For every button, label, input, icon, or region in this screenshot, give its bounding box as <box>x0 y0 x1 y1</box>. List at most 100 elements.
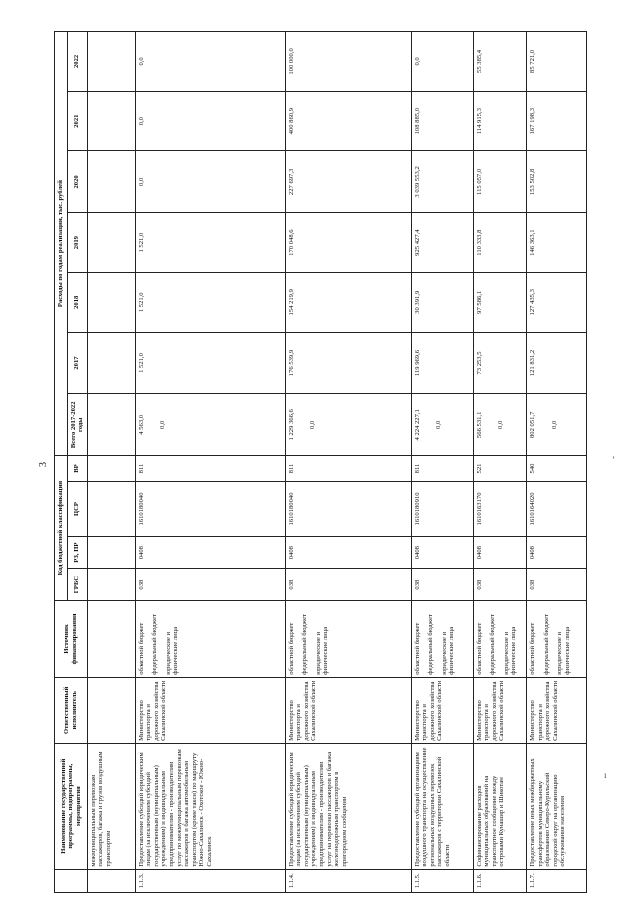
sources: областной бюджет федеральный бюджет юридич… <box>411 600 474 678</box>
rz-pr-code: 0408 <box>285 536 412 569</box>
year-2020-value: 0,0 <box>135 151 286 213</box>
vr-code: 811 <box>411 455 474 482</box>
total-federal: 0,0 <box>497 420 505 429</box>
rotated-document: 3 Наимено <box>36 31 598 893</box>
empty-cell <box>87 536 136 569</box>
empty-cell <box>87 151 136 213</box>
rz-pr-code: 0408 <box>526 536 587 569</box>
program-name: Софинансирование расходов муниципальных … <box>473 743 527 870</box>
year-2020-value: 227 697,3 <box>285 151 412 213</box>
scan-mark: ı <box>604 770 607 780</box>
total-federal: 0,0 <box>550 420 558 429</box>
grbs-code: 038 <box>285 568 412 601</box>
row-num: 1.1.6. <box>473 869 527 893</box>
empty-cell <box>87 272 136 333</box>
year-2020-value: 153 502,8 <box>526 151 587 213</box>
year-2022-value: 0,0 <box>411 31 474 92</box>
funding-source: федеральный бюджет <box>427 614 435 675</box>
budget-table: Наименование государственной программы, … <box>54 31 587 893</box>
header-name: Наименование государственной программы, … <box>54 743 88 870</box>
year-2021-value: 114 915,3 <box>473 91 527 151</box>
funding-source: федеральный бюджет <box>489 614 497 675</box>
total-value: 1 229 366,6 0,0 <box>285 393 412 456</box>
year-2019-value: 146 363,1 <box>526 212 587 273</box>
scan-mark: · <box>140 660 143 670</box>
continuation-name: межмуниципальным перевозкам пассажиров, … <box>87 743 136 870</box>
year-2019-value: 170 048,6 <box>285 212 412 273</box>
funding-source: областной бюджет <box>413 622 421 675</box>
empty-cell <box>87 212 136 273</box>
year-2021-value: 400 860,9 <box>285 91 412 151</box>
year-2017-value: 1 521,0 <box>135 332 286 394</box>
header-grbs: ГРБС <box>67 568 88 601</box>
grbs-code: 038 <box>526 568 587 601</box>
year-2018-value: 127 435,3 <box>526 272 587 333</box>
funding-source: юридические и физические лица <box>502 626 518 675</box>
header-csr: ЦСР <box>67 481 88 537</box>
year-2021-value: 0,0 <box>135 91 286 151</box>
table-row: 1.1.6. Софинансирование расходов муниципа… <box>473 31 527 893</box>
funding-source: юридические и физические лица <box>314 626 330 675</box>
year-2022-value: 100 000,0 <box>285 31 412 92</box>
empty-cell <box>87 332 136 394</box>
funding-source: федеральный бюджет <box>151 614 159 675</box>
total-federal: 0,0 <box>435 420 443 429</box>
header-vr: ВР <box>67 455 88 482</box>
grbs-code: 038 <box>411 568 474 601</box>
total-value: 4 224 227,1 0,0 <box>411 393 474 456</box>
year-2020-value: 3 039 553,2 <box>411 151 474 213</box>
funding-source: областной бюджет <box>529 622 537 675</box>
sources: областной бюджет федеральный бюджет юридич… <box>135 600 286 678</box>
year-2019-value: 110 333,8 <box>473 212 527 273</box>
header-expense-group: Расходы по годам реализации, тыс. рублей <box>54 31 68 456</box>
csr-code: 1610180040 <box>135 481 286 537</box>
year-2022-value: 0,0 <box>135 31 286 92</box>
rz-pr-code: 0408 <box>411 536 474 569</box>
year-2018-value: 97 586,1 <box>473 272 527 333</box>
grbs-code: 038 <box>473 568 527 601</box>
table-row: 1.1.4. Предоставление субсидий юридически… <box>285 31 412 893</box>
empty-cell <box>87 677 136 744</box>
year-2020-value: 115 057,0 <box>473 151 527 213</box>
vr-code: 811 <box>135 455 286 482</box>
empty-cell <box>87 393 136 456</box>
year-2017-value: 119 969,6 <box>411 332 474 394</box>
header-year-2019: 2019 <box>67 212 88 273</box>
executor: Министерство транспорта и дорожного хозя… <box>285 677 412 744</box>
year-2018-value: 1 521,0 <box>135 272 286 333</box>
year-2018-value: 154 219,9 <box>285 272 412 333</box>
continuation-num <box>87 869 136 893</box>
program-name: Предоставление субсидий юридическим лица… <box>135 743 286 870</box>
total-federal: 0,0 <box>309 420 317 429</box>
funding-source: областной бюджет <box>475 622 483 675</box>
continuation-row: межмуниципальным перевозкам пассажиров, … <box>87 31 136 893</box>
executor: Министерство транспорта и дорожного хозя… <box>411 677 474 744</box>
year-2021-value: 108 885,0 <box>411 91 474 151</box>
funding-source: федеральный бюджет <box>301 614 309 675</box>
year-2019-value: 1 521,0 <box>135 212 286 273</box>
funding-source: юридические и физические лица <box>556 626 571 675</box>
executor: Министерство транспорта и дорожного хозя… <box>135 677 286 744</box>
year-2018-value: 30 391,9 <box>411 272 474 333</box>
table-row: 1.1.7. Предоставление иных межбюджетных т… <box>526 31 587 893</box>
empty-cell <box>87 31 136 92</box>
table-body: межмуниципальным перевозкам пассажиров, … <box>87 31 587 893</box>
total-value: 802 051,7 0,0 <box>526 393 587 456</box>
table-row: 1.1.5. Предоставление субсидий организаци… <box>411 31 474 893</box>
vr-code: 521 <box>473 455 527 482</box>
header-year-2020: 2020 <box>67 151 88 213</box>
header-source: Источник финансирования <box>54 600 88 678</box>
total-regional: 566 531,1 <box>475 411 483 438</box>
empty-cell <box>87 91 136 151</box>
csr-code: 1610164020 <box>526 481 587 537</box>
header-year-2018: 2018 <box>67 272 88 333</box>
csr-code: 1610163170 <box>473 481 527 537</box>
csr-code: 1610180040 <box>285 481 412 537</box>
sources: областной бюджет федеральный бюджет юридич… <box>473 600 527 678</box>
year-2022-value: 85 721,0 <box>526 31 587 92</box>
total-value: 4 563,0 0,0 <box>135 393 286 456</box>
year-2017-value: 73 253,5 <box>473 332 527 394</box>
row-num: 1.1.5. <box>411 869 474 893</box>
total-regional: 1 229 366,6 <box>287 409 295 441</box>
